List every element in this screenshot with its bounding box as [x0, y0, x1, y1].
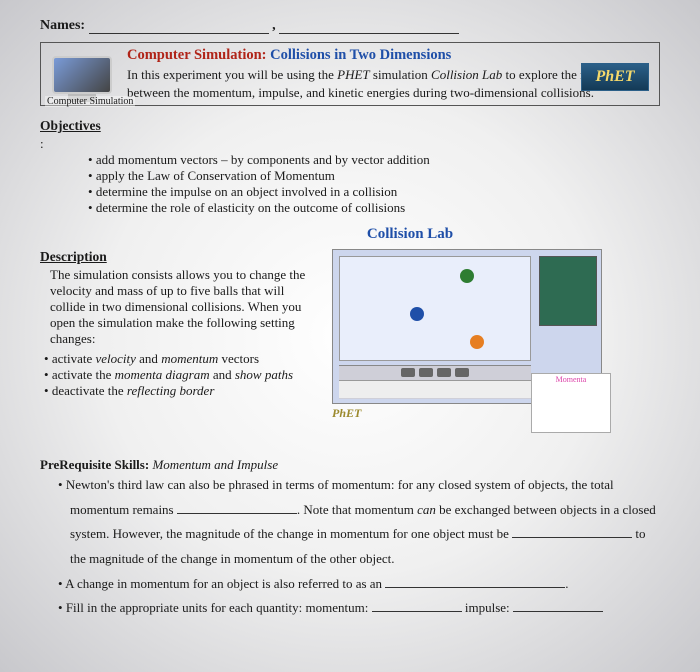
header-intro: In this experiment you will be using the…: [127, 66, 653, 101]
sim-title: Collision Lab: [160, 226, 660, 243]
title-prefix: Computer Simulation:: [127, 47, 270, 63]
prereq-body: • Newton's third law can also be phrased…: [40, 473, 660, 621]
header-title: Computer Simulation: Collisions in Two D…: [127, 47, 653, 64]
sim-side-panel: [539, 256, 597, 326]
blank-conserved[interactable]: [177, 504, 297, 514]
ball-green-icon: [460, 269, 474, 283]
description-left: Description The simulation consists allo…: [40, 249, 320, 421]
sim-screenshot: Momenta: [332, 249, 602, 404]
sim-play-area: [339, 256, 531, 361]
objectives-heading: Objectives: [40, 118, 660, 134]
prereq-heading-italic: Momentum and Impulse: [149, 457, 278, 472]
pause-icon: [419, 368, 433, 377]
header-box: Computer Simulation: Collisions in Two D…: [40, 42, 660, 106]
setting-item: activate velocity and momentum vectors: [44, 351, 320, 367]
objective-item: apply the Law of Conservation of Momentu…: [88, 168, 660, 184]
objective-item: determine the role of elasticity on the …: [88, 200, 660, 216]
blank-impulse-units[interactable]: [513, 602, 603, 612]
prereq-section: PreRequisite Skills: Momentum and Impuls…: [40, 457, 660, 621]
objective-item: add momentum vectors – by components and…: [88, 152, 660, 168]
momenta-diagram: Momenta: [531, 373, 611, 433]
description-heading: Description: [40, 249, 320, 265]
sim-controls: [339, 366, 531, 380]
prereq-item-2: • A change in momentum for an object is …: [58, 572, 660, 597]
objectives-section: Objectives: add momentum vectors – by co…: [40, 118, 660, 216]
description-wrap: Description The simulation consists allo…: [40, 249, 660, 421]
blank-impulse-name[interactable]: [385, 578, 565, 588]
momenta-label: Momenta: [556, 375, 587, 384]
setting-item: activate the momenta diagram and show pa…: [44, 367, 320, 383]
sim-bottom-panel: [339, 365, 531, 399]
header-box-label: Computer Simulation: [45, 96, 135, 107]
reset-icon: [455, 368, 469, 377]
simulation-preview: Momenta PhET: [332, 249, 660, 421]
objectives-list: add momentum vectors – by components and…: [40, 152, 660, 216]
ball-blue-icon: [410, 307, 424, 321]
prereq-heading-bold: PreRequisite Skills:: [40, 457, 149, 472]
prereq-heading: PreRequisite Skills: Momentum and Impuls…: [40, 457, 660, 473]
play-icon: [401, 368, 415, 377]
prereq-item-3: • Fill in the appropriate units for each…: [58, 596, 660, 621]
header-text: Computer Simulation: Collisions in Two D…: [127, 47, 653, 101]
phet-logo: PhET: [581, 63, 649, 91]
computer-icon: [47, 47, 117, 103]
name-blank-2[interactable]: [279, 22, 459, 34]
title-main: Collisions in Two Dimensions: [270, 47, 451, 63]
setting-item: deactivate the reflecting border: [44, 383, 320, 399]
blank-equal[interactable]: [512, 528, 632, 538]
objective-item: determine the impulse on an object invol…: [88, 184, 660, 200]
blank-momentum-units[interactable]: [372, 602, 462, 612]
name-blank-1[interactable]: [89, 22, 269, 34]
ball-orange-icon: [470, 335, 484, 349]
prereq-item-1: • Newton's third law can also be phrased…: [58, 473, 660, 572]
description-body: The simulation consists allows you to ch…: [40, 267, 320, 347]
names-row: Names: ,: [40, 18, 660, 34]
sim-data-table: [339, 380, 531, 398]
step-icon: [437, 368, 451, 377]
settings-list: activate velocity and momentum vectors a…: [40, 351, 320, 399]
names-label: Names:: [40, 18, 85, 33]
